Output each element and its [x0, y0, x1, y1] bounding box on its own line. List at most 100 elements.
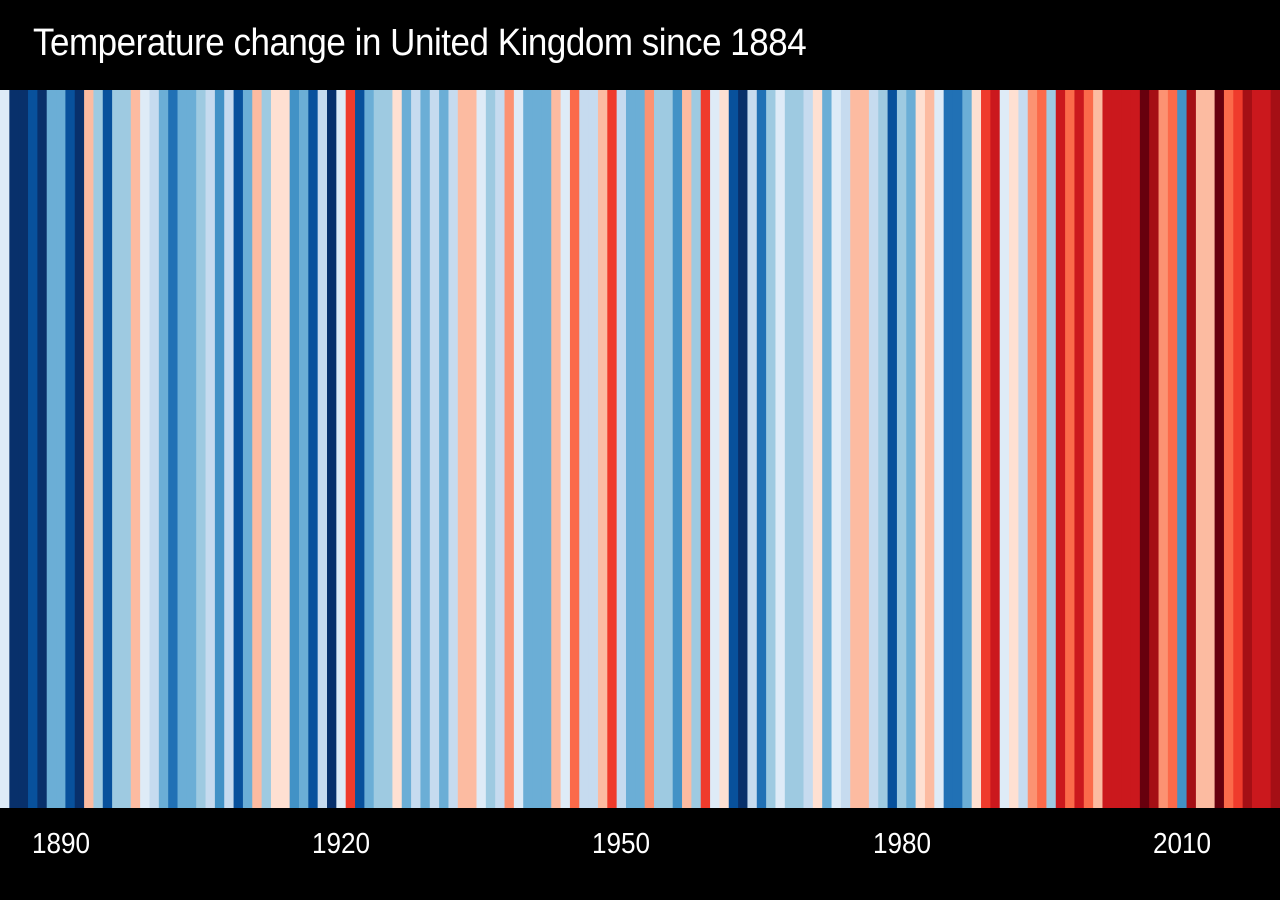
stripe-1945: [569, 90, 580, 808]
stripe-1959: [700, 90, 711, 808]
stripe-1907: [214, 90, 225, 808]
stripe-2006: [1139, 90, 1150, 808]
stripe-1983: [924, 90, 935, 808]
stripe-1939: [513, 90, 524, 808]
stripe-2005: [1130, 90, 1141, 808]
stripe-1922: [355, 90, 365, 808]
stripe-1918: [317, 90, 328, 808]
stripe-1996: [1046, 90, 1057, 808]
stripe-1956: [672, 90, 683, 808]
stripe-1946: [579, 90, 590, 808]
stripe-1893: [84, 90, 95, 808]
stripe-1920: [336, 90, 347, 808]
stripe-1904: [186, 90, 197, 808]
stripe-1947: [588, 90, 599, 808]
stripe-1958: [691, 90, 702, 808]
stripe-1952: [635, 90, 646, 808]
stripe-2004: [1121, 90, 1132, 808]
stripe-1890: [56, 90, 66, 808]
stripe-1917: [308, 90, 319, 808]
stripe-1936: [485, 90, 496, 808]
stripe-1926: [392, 90, 403, 808]
stripe-1974: [840, 90, 851, 808]
stripe-1963: [738, 90, 749, 808]
stripe-1976: [859, 90, 870, 808]
stripe-1948: [597, 90, 608, 808]
stripe-1902: [168, 90, 179, 808]
stripe-1943: [551, 90, 562, 808]
stripe-1990: [990, 90, 1001, 808]
stripe-1915: [289, 90, 300, 808]
stripe-1900: [149, 90, 160, 808]
stripe-1965: [756, 90, 767, 808]
stripe-1937: [495, 90, 506, 808]
stripe-1986: [952, 90, 963, 808]
x-tick-label: 1890: [31, 828, 90, 860]
stripe-2014: [1214, 90, 1225, 808]
stripe-2001: [1093, 90, 1104, 808]
stripe-1934: [467, 90, 478, 808]
stripe-1980: [896, 90, 907, 808]
stripe-1954: [654, 90, 664, 808]
stripe-1892: [74, 90, 85, 808]
stripe-1911: [252, 90, 263, 808]
stripe-1992: [1009, 90, 1019, 808]
stripe-1908: [224, 90, 235, 808]
stripe-1930: [429, 90, 440, 808]
stripe-1999: [1074, 90, 1085, 808]
stripe-1994: [1027, 90, 1038, 808]
stripe-1894: [93, 90, 104, 808]
stripe-1884: [0, 90, 10, 808]
stripe-1886: [18, 90, 29, 808]
stripe-2019: [1261, 90, 1272, 808]
stripe-1967: [775, 90, 786, 808]
x-tick-label: 1980: [872, 828, 931, 860]
stripe-1905: [196, 90, 207, 808]
stripe-1991: [999, 90, 1010, 808]
stripe-1966: [766, 90, 777, 808]
stripe-1928: [411, 90, 422, 808]
stripe-1997: [1055, 90, 1066, 808]
stripe-1933: [457, 90, 468, 808]
stripe-1984: [934, 90, 945, 808]
x-tick-label: 1920: [311, 828, 371, 860]
stripe-2003: [1111, 90, 1122, 808]
x-tick-label: 1950: [592, 828, 651, 860]
stripe-2017: [1242, 90, 1253, 808]
stripe-1972: [822, 90, 833, 808]
stripe-1964: [747, 90, 758, 808]
stripe-1944: [560, 90, 571, 808]
stripe-1955: [663, 90, 674, 808]
stripe-1906: [205, 90, 216, 808]
stripe-1891: [65, 90, 76, 808]
stripe-2011: [1186, 90, 1197, 808]
stripe-1942: [541, 90, 552, 808]
x-tick-label: 2010: [1152, 828, 1211, 860]
warming-stripes: [0, 90, 1280, 808]
stripe-1927: [401, 90, 412, 808]
stripe-1916: [298, 90, 309, 808]
stripe-1885: [9, 90, 20, 808]
stripe-2020: [1270, 90, 1280, 808]
stripe-1995: [1037, 90, 1048, 808]
stripe-1985: [943, 90, 954, 808]
stripe-2000: [1083, 90, 1094, 808]
stripe-2008: [1158, 90, 1169, 808]
stripe-1970: [803, 90, 814, 808]
stripe-1998: [1065, 90, 1076, 808]
stripe-1888: [37, 90, 48, 808]
stripe-1981: [906, 90, 917, 808]
stripe-1899: [140, 90, 151, 808]
stripe-2016: [1233, 90, 1244, 808]
stripe-1993: [1018, 90, 1029, 808]
stripe-2015: [1223, 90, 1234, 808]
stripe-1929: [420, 90, 431, 808]
stripe-1988: [971, 90, 982, 808]
stripe-1973: [831, 90, 842, 808]
stripe-1977: [868, 90, 879, 808]
stripe-1912: [261, 90, 272, 808]
stripe-1896: [112, 90, 123, 808]
chart-title: Temperature change in United Kingdom sin…: [33, 22, 807, 64]
stripe-1913: [270, 90, 281, 808]
stripe-1978: [878, 90, 889, 808]
